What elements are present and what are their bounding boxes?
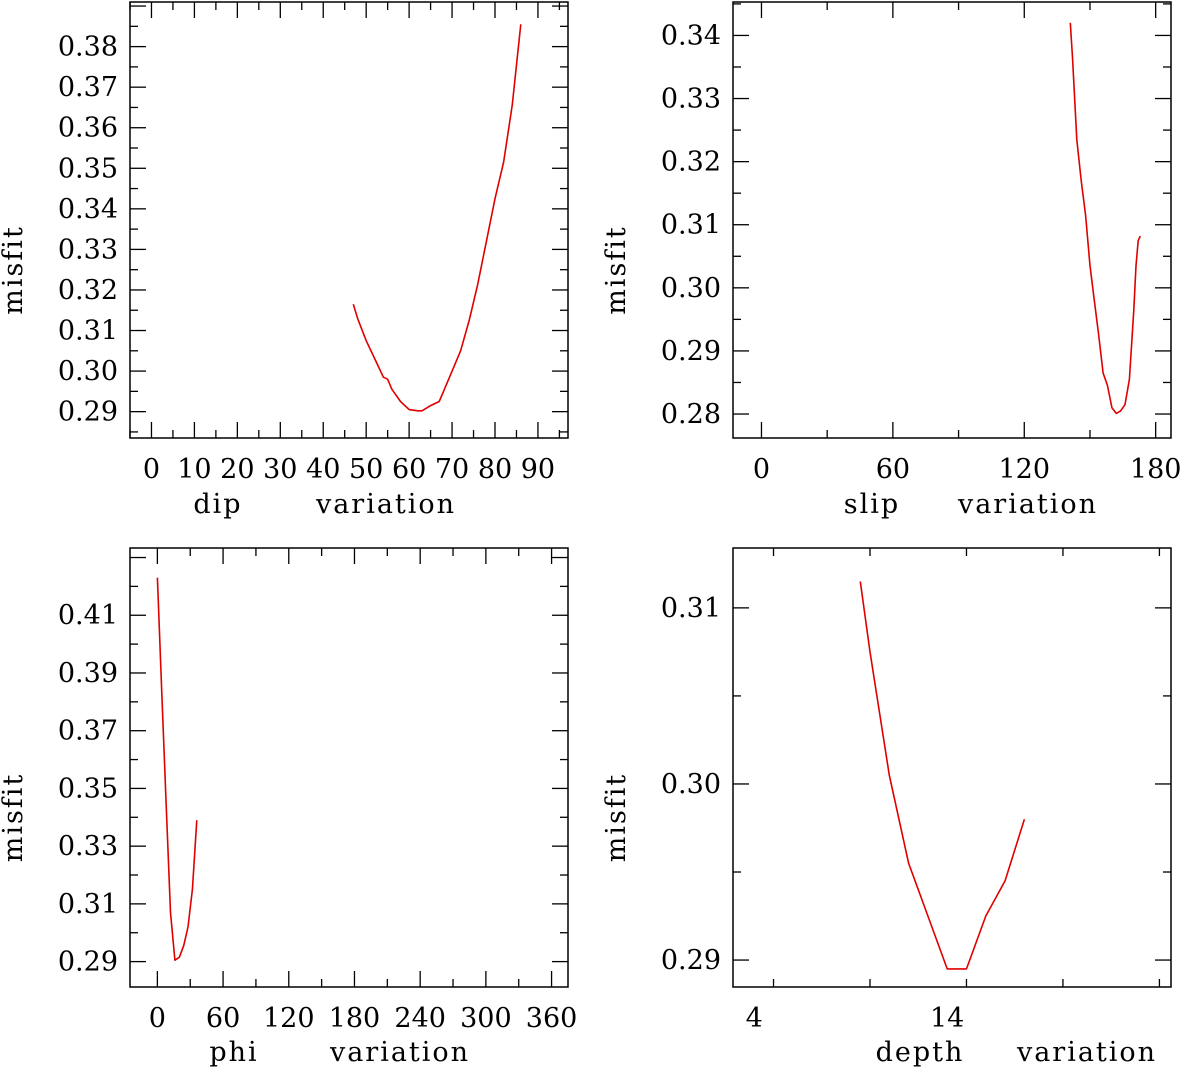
y-tick-label: 0.29	[661, 945, 721, 976]
y-tick-label: 0.29	[58, 397, 118, 428]
plot-frame	[129, 547, 569, 988]
y-tick-label: 0.32	[58, 275, 118, 306]
x-tick-label: 300	[460, 1003, 512, 1034]
y-tick-label: 0.37	[58, 716, 118, 747]
x-axis-label-parameter: depth	[876, 1037, 965, 1068]
y-tick-label: 0.31	[58, 889, 118, 920]
x-tick-label: 50	[349, 454, 383, 485]
y-tick-label: 0.32	[661, 147, 721, 178]
slip-variation-chart: 0 60 120 180 0.28 0.29 0.30 0.31 0.32 0.33 0.34 sli…	[601, 1, 1182, 520]
x-tick-label: 90	[521, 454, 555, 485]
y-tick-label: 0.34	[661, 20, 721, 51]
x-tick-label: 60	[206, 1003, 240, 1034]
plot-frame	[129, 1, 569, 439]
y-tick-label: 0.31	[58, 316, 118, 347]
x-axis-label-parameter: phi	[209, 1037, 258, 1068]
y-tick-label: 0.29	[661, 336, 721, 367]
y-tick-label: 0.36	[58, 113, 118, 144]
y-tick-label: 0.29	[58, 947, 118, 978]
y-tick-label: 0.30	[661, 273, 721, 304]
plot-frame	[732, 1, 1172, 439]
x-tick-label: 10	[177, 454, 211, 485]
x-axis-label-variation: variation	[315, 489, 456, 520]
misfit-series-line	[352, 24, 522, 412]
x-tick-label: 180	[1130, 454, 1182, 485]
x-tick-label: 240	[394, 1003, 446, 1034]
y-tick-label: 0.39	[58, 658, 118, 689]
y-tick-label: 0.31	[661, 210, 721, 241]
x-tick-label: 60	[392, 454, 426, 485]
x-tick-label: 120	[263, 1003, 315, 1034]
y-tick-label: 0.30	[58, 356, 118, 387]
x-tick-label: 4	[746, 1003, 763, 1034]
y-axis-label: misfit	[601, 773, 632, 863]
y-tick-label: 0.35	[58, 773, 118, 804]
y-axis-label: misfit	[0, 773, 29, 863]
y-tick-label: 0.37	[58, 72, 118, 103]
phi-variation-chart: 0 60 120 180 240 300 360 0.29 0.31 0.33 0.35 0.37 0.…	[0, 547, 578, 1068]
x-tick-label: 0	[149, 1003, 166, 1034]
x-tick-label: 14	[930, 1003, 964, 1034]
x-axis-label-parameter: dip	[193, 489, 242, 520]
x-tick-label: 80	[478, 454, 512, 485]
misfit-series-line	[859, 581, 1026, 970]
y-tick-label: 0.30	[661, 769, 721, 800]
x-tick-label: 70	[435, 454, 469, 485]
x-axis-label-variation: variation	[1016, 1037, 1157, 1068]
y-tick-label: 0.33	[58, 234, 118, 265]
y-tick-label: 0.31	[661, 593, 721, 624]
y-tick-label: 0.33	[661, 84, 721, 115]
dip-variation-chart: 0 10 20 30 40 50 60 70 80 90 0.29 0.30 0.31 0.32 0.33 0…	[0, 1, 569, 520]
y-tick-label: 0.35	[58, 153, 118, 184]
x-tick-label: 0	[753, 454, 770, 485]
y-axis-label: misfit	[601, 225, 632, 315]
depth-variation-chart: 4 14 0.29 0.30 0.31 depth variation misfit	[601, 547, 1172, 1068]
misfit-series-line	[156, 577, 198, 961]
y-axis-label: misfit	[0, 225, 29, 315]
x-axis-label-variation: variation	[957, 489, 1098, 520]
y-tick-label: 0.28	[661, 399, 721, 430]
x-axis-label-variation: variation	[329, 1037, 470, 1068]
y-tick-label: 0.34	[58, 194, 118, 225]
x-tick-label: 360	[526, 1003, 578, 1034]
x-axis-label-parameter: slip	[844, 489, 900, 520]
y-tick-label: 0.33	[58, 831, 118, 862]
x-tick-label: 0	[143, 454, 160, 485]
x-tick-label: 60	[876, 454, 910, 485]
y-tick-label: 0.41	[58, 600, 118, 631]
x-tick-label: 40	[306, 454, 340, 485]
x-tick-label: 30	[263, 454, 297, 485]
y-tick-label: 0.38	[58, 32, 118, 63]
x-tick-label: 180	[329, 1003, 381, 1034]
misfit-series-line	[1069, 22, 1142, 415]
x-tick-label: 20	[220, 454, 254, 485]
x-tick-label: 120	[998, 454, 1050, 485]
plot-frame	[732, 547, 1172, 988]
